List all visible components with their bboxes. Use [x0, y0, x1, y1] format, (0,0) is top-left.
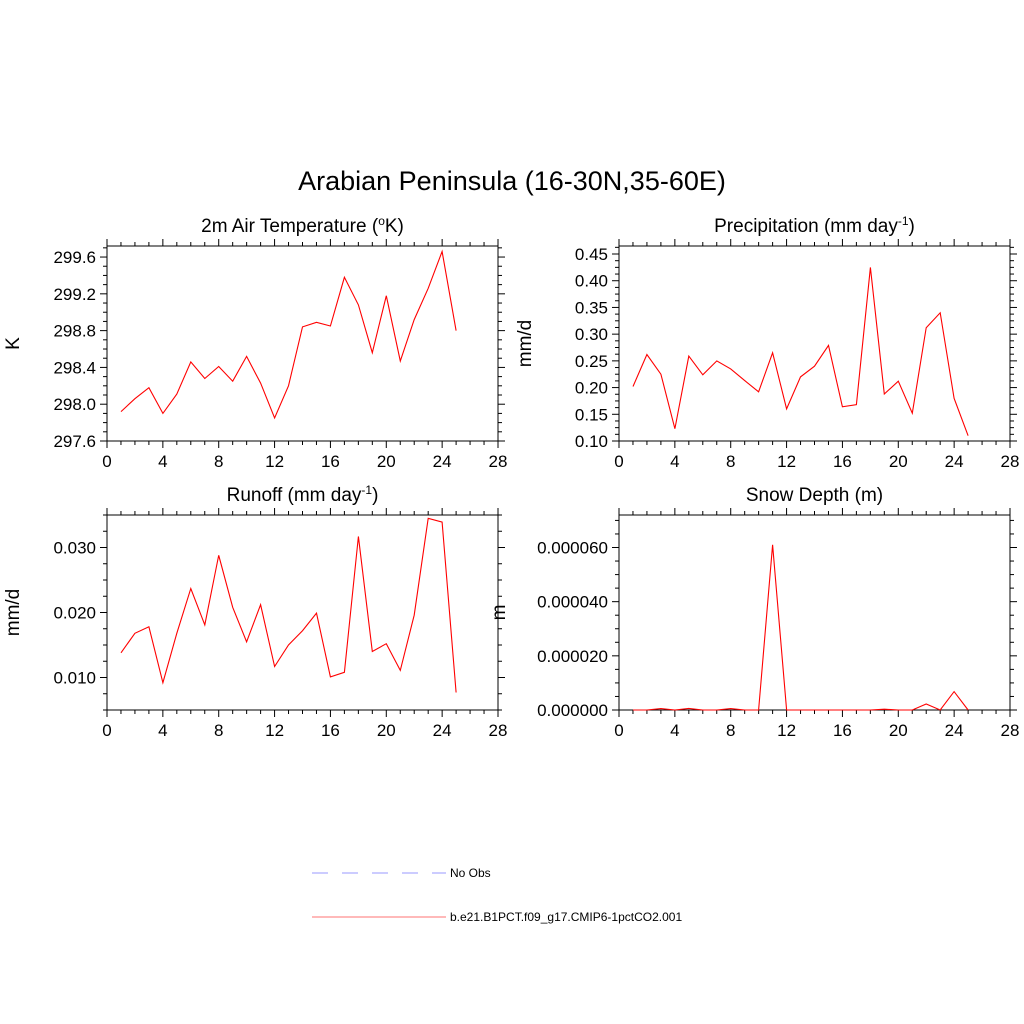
panel-title-end: K) — [385, 216, 404, 237]
series-line-1 — [632, 267, 969, 436]
panel-2: 0 4 8 12 16 20 24 28 0.10 0.15 0.20 0.25 0.30 0.35 0.4… — [515, 214, 1019, 471]
x-tick-label: 28 — [489, 721, 508, 740]
x-tick-label: 24 — [945, 721, 964, 740]
x-tick-label: 0 — [102, 452, 111, 471]
x-tick-label: 28 — [1001, 721, 1020, 740]
plot-frame — [106, 514, 499, 711]
panel-title-superscript: -1 — [898, 214, 909, 228]
x-tick-label: 24 — [433, 452, 452, 471]
x-tick-label: 12 — [777, 721, 796, 740]
legend-item-1: No Obs — [312, 866, 491, 880]
y-axis-label: K — [3, 337, 24, 350]
x-tick-label: 28 — [1001, 452, 1020, 471]
x-tick-label: 24 — [433, 721, 452, 740]
x-tick-label: 20 — [377, 721, 396, 740]
x-tick-label: 20 — [377, 452, 396, 471]
plot-frame — [618, 514, 1011, 711]
y-tick-label: 0.15 — [575, 405, 608, 424]
panel-title-text: Snow Depth (m) — [746, 485, 883, 506]
x-tick-label: 16 — [321, 721, 340, 740]
panel-title: Runoff (mm day-1) — [227, 483, 379, 506]
x-tick-label: 4 — [670, 721, 679, 740]
panel-title: Precipitation (mm day-1) — [714, 214, 915, 237]
x-tick-label: 0 — [102, 721, 111, 740]
y-axis-label: mm/d — [515, 320, 536, 368]
panel-title-end: ) — [909, 216, 915, 237]
panel-title: 2m Air Temperature (oK) — [201, 214, 404, 237]
x-tick-label: 4 — [670, 452, 679, 471]
y-tick-label: 0.30 — [575, 325, 608, 344]
y-tick-label: 0.000040 — [537, 593, 608, 612]
y-tick-label: 0.40 — [575, 272, 608, 291]
y-tick-label: 0.45 — [575, 245, 608, 264]
panels: 0 4 8 12 16 20 24 28 297.6 298.0 298.4 298.8 299.2 29… — [3, 214, 1019, 740]
y-tick-label: 297.6 — [53, 432, 96, 451]
x-tick-label: 12 — [265, 721, 284, 740]
x-tick-label: 8 — [214, 452, 223, 471]
y-tick-label: 298.4 — [53, 358, 96, 377]
y-tick-label: 298.8 — [53, 322, 96, 341]
panel-title-end: ) — [372, 485, 378, 506]
panel-3: 0 4 8 12 16 20 24 28 0.010 0.020 0.030 mm/d Runoff (… — [3, 483, 507, 740]
x-tick-label: 28 — [489, 452, 508, 471]
series-line-1 — [120, 517, 457, 693]
x-tick-label: 20 — [889, 452, 908, 471]
x-tick-label: 12 — [265, 452, 284, 471]
panel-1: 0 4 8 12 16 20 24 28 297.6 298.0 298.4 298.8 299.2 29… — [3, 214, 507, 471]
y-tick-label: 0.000000 — [537, 701, 608, 720]
panel-title: Snow Depth (m) — [746, 485, 883, 506]
panel-title-superscript: -1 — [361, 483, 372, 497]
series-line-1 — [120, 249, 457, 420]
x-tick-label: 0 — [614, 721, 623, 740]
panel-title-text: Precipitation (mm day — [714, 216, 898, 237]
x-tick-label: 16 — [833, 721, 852, 740]
x-tick-label: 16 — [321, 452, 340, 471]
y-tick-label: 0.030 — [53, 539, 96, 558]
panel-title-text: Runoff (mm day — [227, 485, 362, 506]
y-tick-label: 299.2 — [53, 285, 96, 304]
legend-label: b.e21.B1PCT.f09_g17.CMIP6-1pctCO2.001 — [450, 910, 682, 924]
y-tick-label: 0.20 — [575, 379, 608, 398]
x-tick-label: 0 — [614, 452, 623, 471]
y-tick-label: 298.0 — [53, 395, 96, 414]
x-tick-label: 8 — [726, 721, 735, 740]
y-tick-label: 0.010 — [53, 669, 96, 688]
y-axis-label: mm/d — [3, 589, 24, 637]
y-tick-label: 0.35 — [575, 298, 608, 317]
x-tick-label: 8 — [214, 721, 223, 740]
legend-label: No Obs — [450, 866, 491, 880]
x-tick-label: 12 — [777, 452, 796, 471]
legend-item-2: b.e21.B1PCT.f09_g17.CMIP6-1pctCO2.001 — [312, 910, 682, 924]
y-tick-label: 0.000060 — [537, 539, 608, 558]
panel-4: 0 4 8 12 16 20 24 28 0.000000 0.000020 0.000040 0.0… — [489, 485, 1019, 740]
x-tick-label: 24 — [945, 452, 964, 471]
x-tick-label: 16 — [833, 452, 852, 471]
x-tick-label: 8 — [726, 452, 735, 471]
x-tick-label: 4 — [158, 452, 167, 471]
legend: No Obs b.e21.B1PCT.f09_g17.CMIP6-1pctCO2.… — [312, 866, 682, 924]
plot-frame — [106, 245, 499, 442]
x-tick-label: 4 — [158, 721, 167, 740]
y-tick-label: 0.020 — [53, 604, 96, 623]
series-line-1 — [633, 544, 969, 711]
panel-title-text: 2m Air Temperature ( — [201, 216, 379, 237]
main-title: Arabian Peninsula (16-30N,35-60E) — [298, 166, 726, 196]
y-tick-label: 0.25 — [575, 352, 608, 371]
y-tick-label: 0.000020 — [537, 647, 608, 666]
y-tick-label: 299.6 — [53, 248, 96, 267]
panel-title-superscript: o — [378, 214, 385, 228]
y-axis-label: m — [489, 605, 510, 621]
y-tick-label: 0.10 — [575, 432, 608, 451]
x-tick-label: 20 — [889, 721, 908, 740]
